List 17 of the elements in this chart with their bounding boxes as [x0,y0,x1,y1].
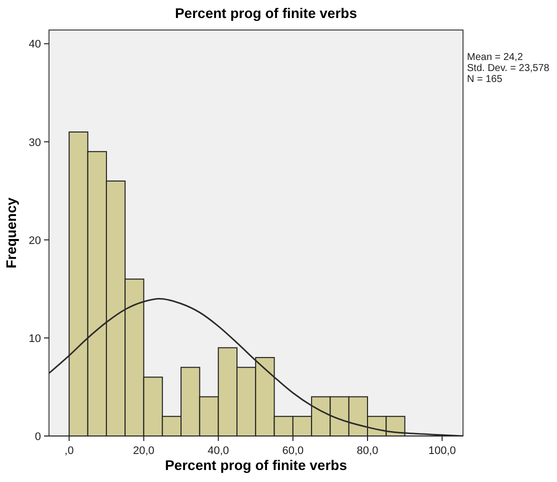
y-axis-title: Frequency [3,197,19,268]
x-tick-label: 100,0 [428,445,456,457]
text: Std. Dev. = 23,578 [467,63,550,74]
x-axis-title: Percent prog of finite verbs [164,457,348,473]
y-tick-label: 10 [28,332,41,345]
x-tick-label: 80,0 [356,445,378,457]
chart-title: Percent prog of finite verbs [174,5,358,21]
x-tick-label: 40,0 [208,445,230,457]
text: Mean = 24,2 [467,52,524,63]
x-tick-label: ,0 [64,445,74,457]
y-tick-label: 0 [34,431,41,443]
text: N = 165 [467,74,503,85]
y-tick-label: 20 [28,234,41,247]
x-tick-label: 60,0 [282,445,304,457]
y-tick-label: 40 [28,38,41,51]
x-tick-label: 20,0 [133,445,154,457]
y-tick-label: 30 [28,136,41,149]
